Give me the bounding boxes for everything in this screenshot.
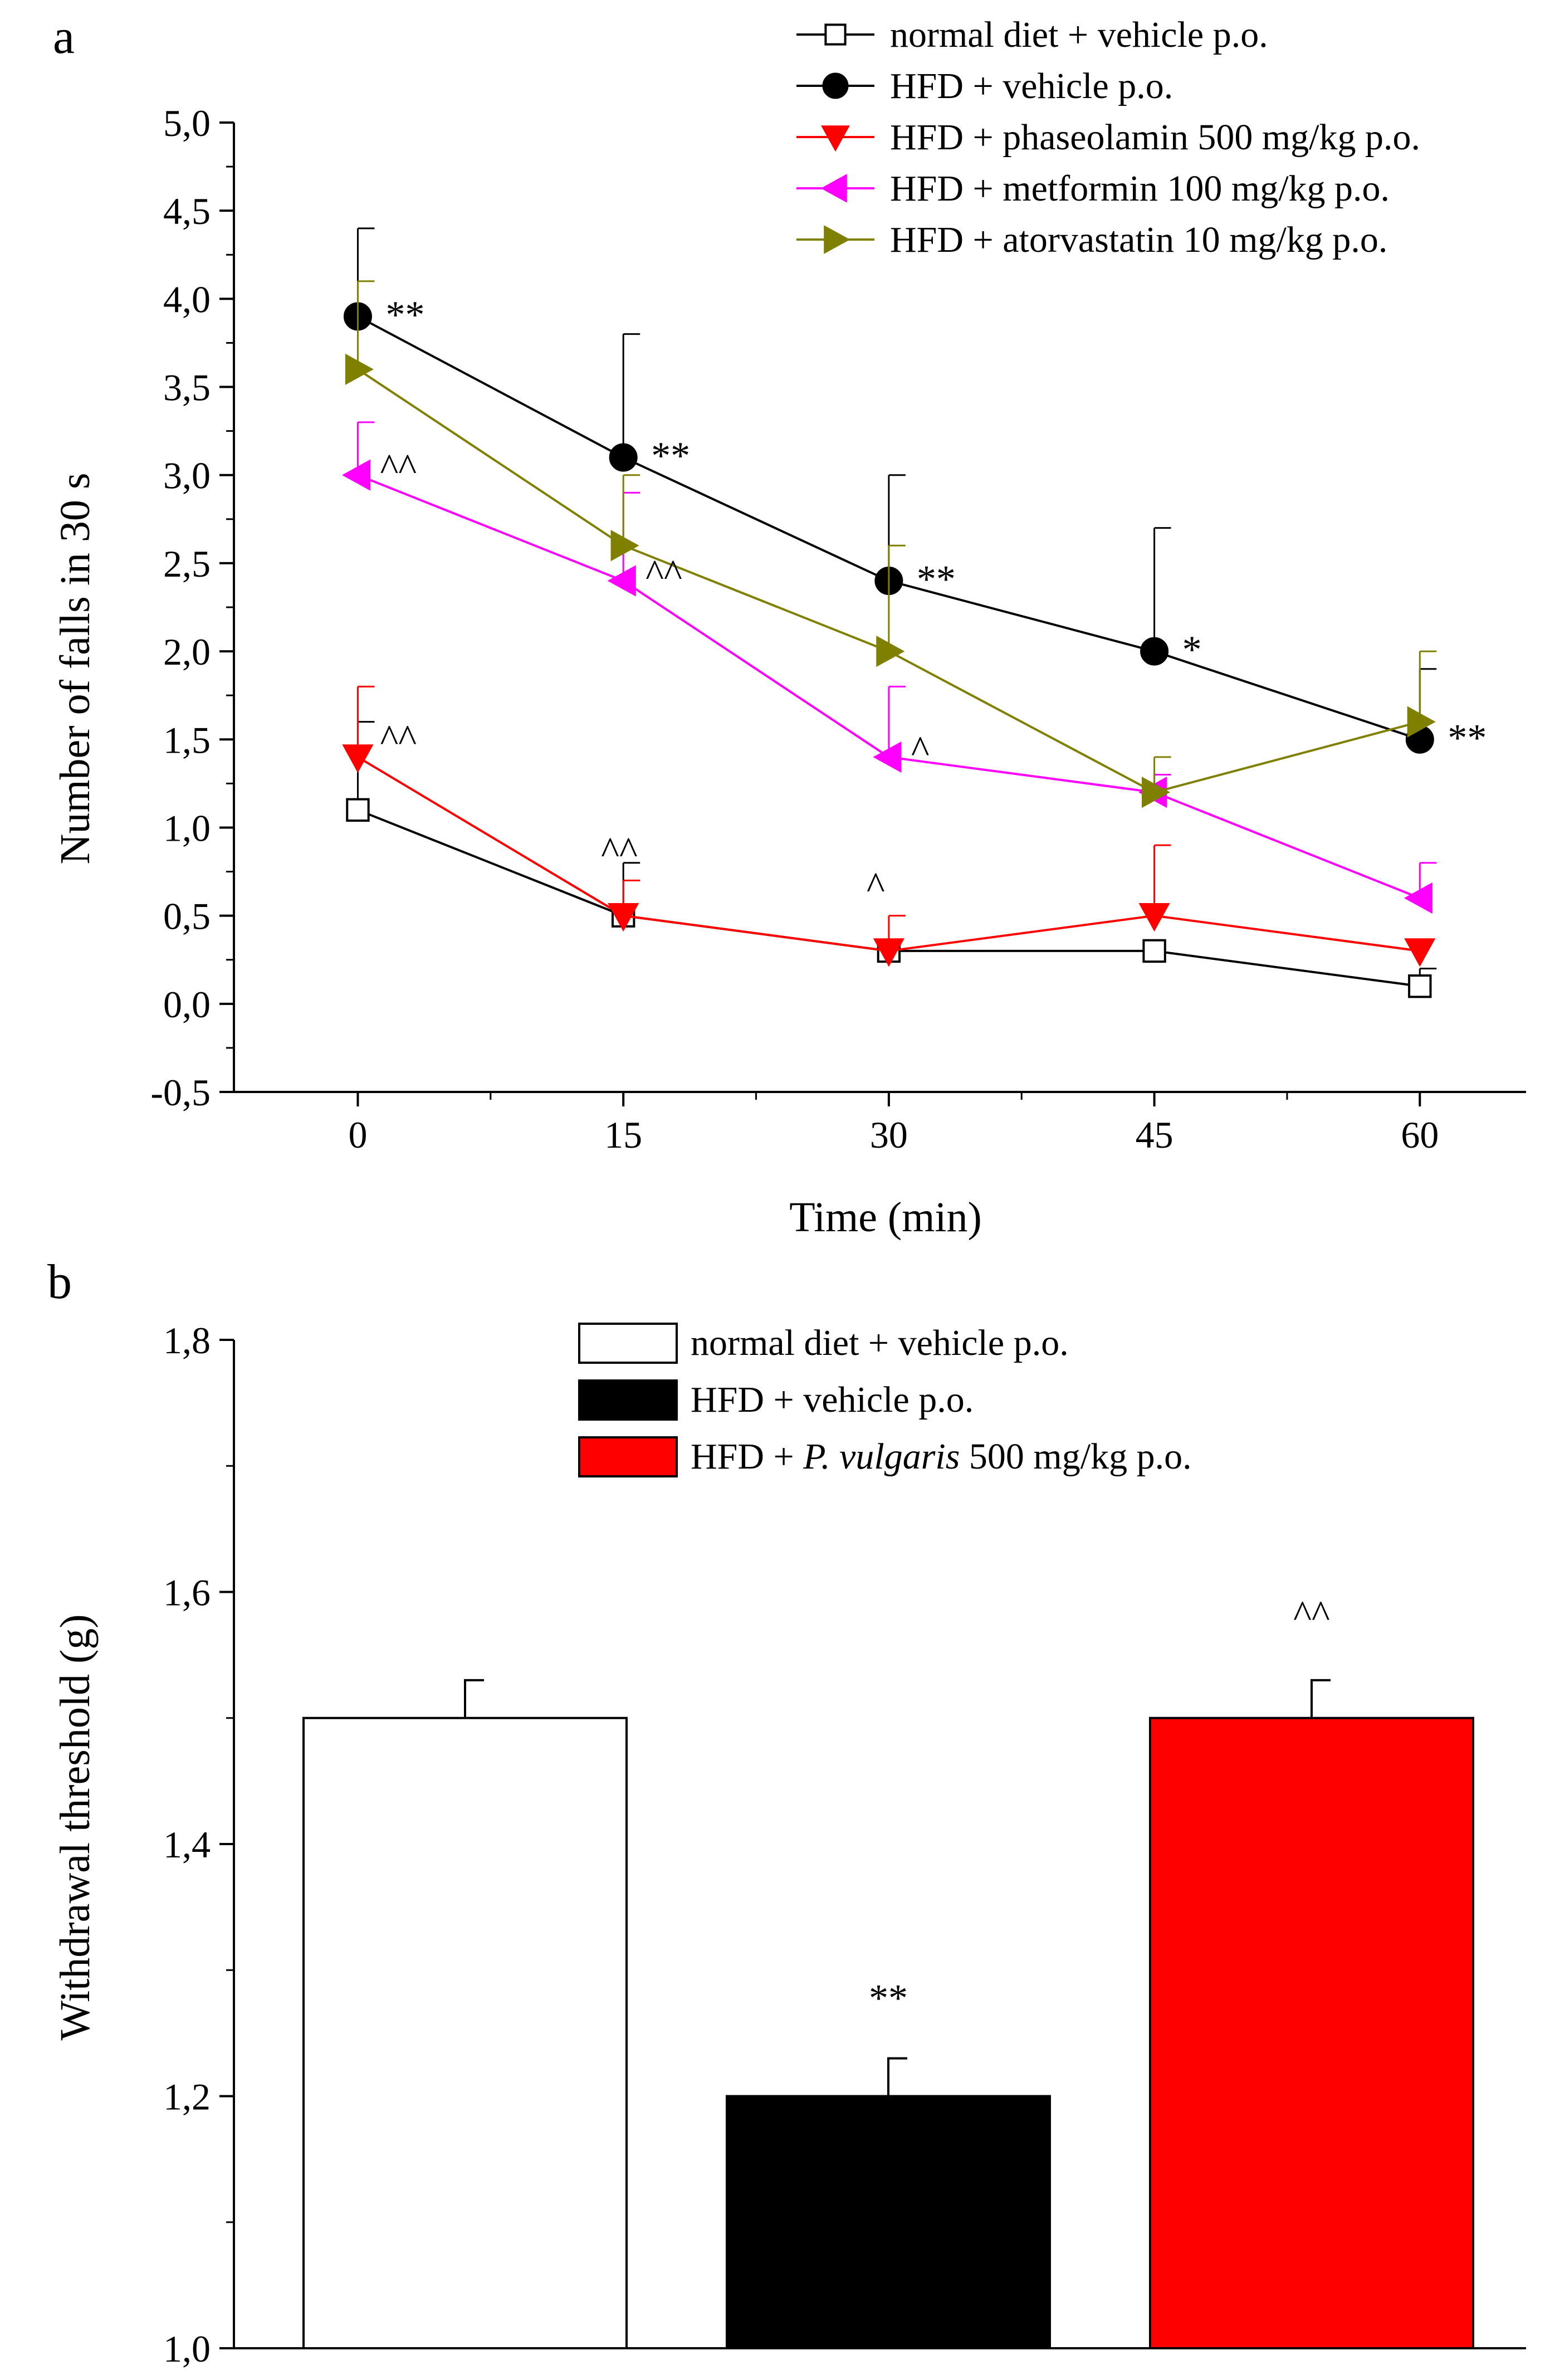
significance-annotation: ** <box>1448 716 1486 759</box>
series-4 <box>345 280 1437 808</box>
data-point <box>1407 706 1436 738</box>
y-tick-label: 0,5 <box>163 895 211 938</box>
legend-label: HFD + phaseolamin 500 mg/kg p.o. <box>890 117 1420 158</box>
legend-marker <box>820 174 847 203</box>
legend-label: HFD + vehicle p.o. <box>890 66 1173 106</box>
significance-annotation: ** <box>385 294 424 336</box>
y-tick-label: 1,2 <box>163 2076 211 2118</box>
y-tick-label: -0,5 <box>150 1071 211 1114</box>
data-point <box>1142 777 1171 808</box>
significance-annotation: ^^ <box>601 830 638 872</box>
legend-swatch <box>578 1379 678 1421</box>
data-point <box>876 635 905 667</box>
significance-annotation: ^^ <box>1293 1593 1330 1636</box>
legend-b: normal diet + vehicle p.o. HFD + vehicle … <box>578 1323 1192 1477</box>
y-axis-label: Withdrawal threshold (g) <box>52 1614 99 2040</box>
y-tick-label: 1,4 <box>163 1823 211 1866</box>
bar <box>302 1716 628 2349</box>
panel-b-bar-chart: b 1,0 1,2 1,4 1,6 1,8 Withdrawal threshold (g)… <box>47 1255 1526 2370</box>
bar-group-2: ^^ <box>1149 1593 1474 2349</box>
legend-label-prefix: normal diet + vehicle p.o. <box>691 1323 1069 1363</box>
legend-marker <box>821 125 850 152</box>
y-tick-label: 1,8 <box>163 1319 211 1362</box>
series-3 <box>341 421 1437 914</box>
y-tick-label: 4,0 <box>163 278 211 320</box>
significance-annotation: * <box>1182 628 1202 671</box>
x-tick-label: 60 <box>1401 1114 1439 1156</box>
x-tick-label: 15 <box>604 1114 642 1156</box>
data-point <box>341 459 371 491</box>
legend-label: HFD + atorvastatin 10 mg/kg p.o. <box>890 220 1387 260</box>
legend-marker <box>822 72 849 99</box>
y-tick-label: 1,0 <box>163 2328 211 2370</box>
data-point <box>609 443 638 472</box>
legend-label: HFD + metformin 100 mg/kg p.o. <box>890 168 1390 209</box>
data-point <box>610 530 639 562</box>
legend-swatch <box>578 1323 678 1364</box>
y-tick-label: 3,0 <box>163 455 211 497</box>
legend-label-italic: P. vulgaris <box>803 1436 960 1477</box>
data-point <box>608 903 639 932</box>
y-tick-label: 0,0 <box>163 983 211 1026</box>
y-tick-label: 4,5 <box>163 190 211 232</box>
significance-annotation: ** <box>869 1977 908 2020</box>
y-axis-label: Number of falls in 30 s <box>52 473 99 865</box>
x-axis-label: Time (min) <box>789 1194 982 1241</box>
y-tick-label: 3,5 <box>163 367 211 409</box>
legend-label-prefix: HFD + vehicle p.o. <box>691 1379 974 1420</box>
legend-a: normal diet + vehicle p.o. HFD + vehicle … <box>796 14 1420 260</box>
data-point <box>342 744 374 773</box>
significance-annotation: ** <box>651 435 690 477</box>
significance-annotation: ** <box>917 558 956 601</box>
bar <box>726 2095 1051 2349</box>
legend-label: HFD + vehicle p.o. <box>691 1379 974 1420</box>
legend-label: normal diet + vehicle p.o. <box>691 1323 1069 1363</box>
x-tick-label: 45 <box>1136 1114 1173 1156</box>
series-1 <box>343 227 1437 754</box>
data-point <box>1404 882 1432 914</box>
significance-annotation: ^^ <box>380 718 417 760</box>
y-tick-label: 1,5 <box>163 719 211 761</box>
bar-group-1: ** <box>726 1977 1051 2349</box>
significance-annotation: ^ <box>911 729 930 772</box>
panel-label-b: b <box>47 1255 72 1309</box>
data-point <box>346 798 370 822</box>
panel-a-line-chart: a -0,5 0,0 0,5 1,0 1,5 2,0 2,5 3,0 3,5 4,0 4,5 5,0 0 1… <box>52 10 1526 1241</box>
legend-marker <box>824 23 847 46</box>
bar <box>1149 1716 1474 2349</box>
panel-label-a: a <box>53 10 75 64</box>
significance-annotation: ^^ <box>646 553 682 596</box>
significance-annotation: ^^ <box>380 447 417 490</box>
significance-annotation: ^ <box>867 865 885 908</box>
data-point <box>1404 938 1436 967</box>
y-tick-label: 5,0 <box>163 102 211 144</box>
data-point <box>1142 939 1166 963</box>
data-point <box>345 353 374 386</box>
data-point <box>607 565 636 597</box>
data-point <box>1138 903 1170 932</box>
data-point <box>873 938 904 967</box>
series-2 <box>342 685 1436 967</box>
y-tick-label: 2,0 <box>163 631 211 673</box>
x-tick-label: 0 <box>348 1114 367 1156</box>
y-tick-label: 1,6 <box>163 1572 211 1614</box>
legend-label-suffix: 500 mg/kg p.o. <box>960 1436 1191 1477</box>
data-point <box>873 741 902 773</box>
legend-label-prefix: HFD + <box>691 1436 803 1477</box>
x-tick-label: 30 <box>870 1114 908 1156</box>
legend-marker <box>824 225 850 254</box>
y-tick-label: 2,5 <box>163 543 211 585</box>
data-point <box>1140 637 1169 666</box>
legend-label: HFD + P. vulgaris 500 mg/kg p.o. <box>691 1436 1192 1477</box>
data-point <box>1408 974 1432 998</box>
bar-group-0 <box>302 1679 628 2349</box>
legend-label: normal diet + vehicle p.o. <box>890 14 1268 55</box>
legend-swatch <box>578 1436 678 1477</box>
y-tick-label: 1,0 <box>163 807 211 849</box>
